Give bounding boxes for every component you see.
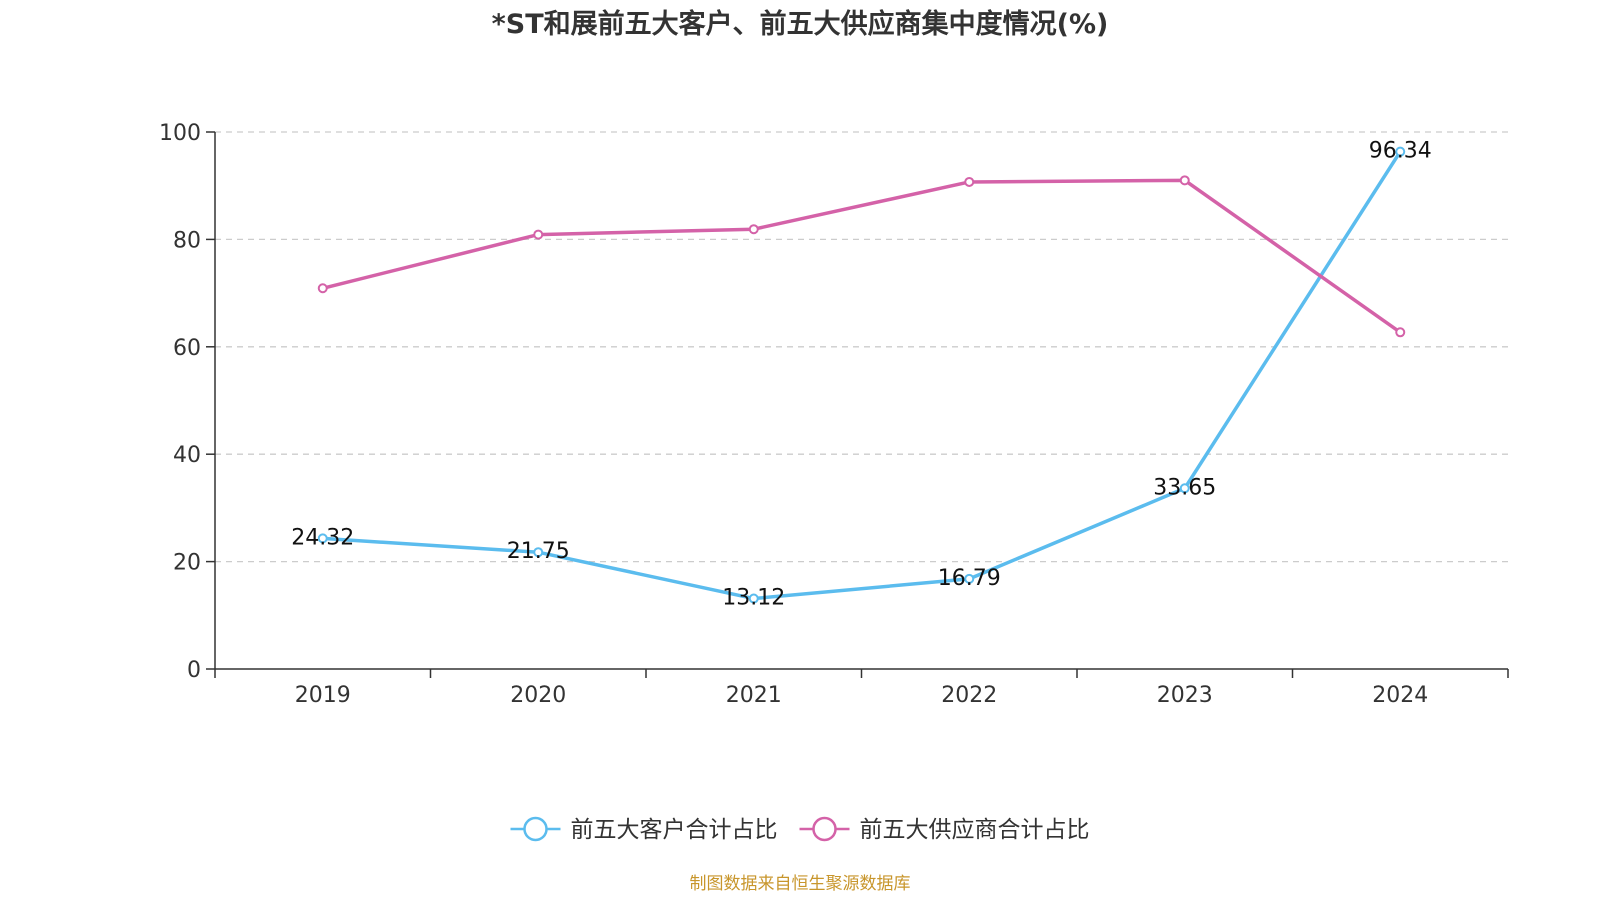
y-tick-label: 0 — [187, 658, 201, 683]
data-point — [748, 593, 759, 604]
data-point — [317, 283, 328, 294]
y-tick-label: 60 — [173, 336, 201, 361]
legend-marker — [523, 816, 548, 842]
legend-item-1: 前五大供应商合计占比 — [799, 816, 1090, 843]
x-tick-label: 2023 — [1157, 683, 1213, 708]
y-axis-ticks: 0 20 40 60 80 100 — [159, 121, 215, 683]
data-point — [533, 547, 544, 558]
series-line-1 — [322, 178, 1402, 334]
data-point — [533, 229, 544, 240]
data-point — [964, 176, 975, 187]
y-tick-label: 40 — [173, 443, 201, 468]
x-axis-ticks: 2019 2020 2021 2022 2023 2024 — [214, 669, 1509, 708]
data-label: 24.32 — [291, 525, 354, 550]
grid-lines — [215, 131, 1508, 563]
legend-label: 前五大供应商合计占比 — [860, 817, 1090, 843]
series-group — [317, 146, 1406, 604]
source-note: 制图数据来自恒生聚源数据库 — [690, 874, 911, 894]
data-label: 21.75 — [507, 539, 570, 564]
series-line-0 — [322, 150, 1402, 601]
legend[interactable]: 前五大客户合计占比 前五大供应商合计占比 — [510, 816, 1090, 843]
data-point — [1179, 175, 1190, 186]
y-tick-label: 80 — [173, 228, 201, 253]
data-label: 16.79 — [938, 566, 1001, 591]
chart-title: *ST和展前五大客户、前五大供应商集中度情况(%) — [492, 8, 1109, 40]
data-point — [748, 224, 759, 235]
data-point — [317, 533, 328, 544]
data-label: 96.34 — [1369, 139, 1432, 164]
data-point — [964, 573, 975, 584]
data-label: 33.65 — [1153, 475, 1216, 500]
y-tick-label: 100 — [159, 121, 201, 146]
data-point — [1179, 483, 1190, 494]
x-tick-label: 2020 — [510, 683, 566, 708]
data-point — [1395, 146, 1406, 157]
x-tick-label: 2024 — [1372, 683, 1428, 708]
legend-item-0: 前五大客户合计占比 — [510, 816, 778, 843]
data-label: 13.12 — [722, 586, 785, 611]
x-tick-label: 2019 — [295, 683, 351, 708]
data-point — [1395, 327, 1406, 338]
legend-marker — [812, 816, 837, 842]
x-tick-label: 2022 — [941, 683, 997, 708]
y-tick-label: 20 — [173, 551, 201, 576]
x-tick-label: 2021 — [726, 683, 782, 708]
data-labels: 24.32 21.75 13.12 16.79 33.65 96.34 — [291, 139, 1431, 611]
legend-label: 前五大客户合计占比 — [571, 817, 778, 843]
